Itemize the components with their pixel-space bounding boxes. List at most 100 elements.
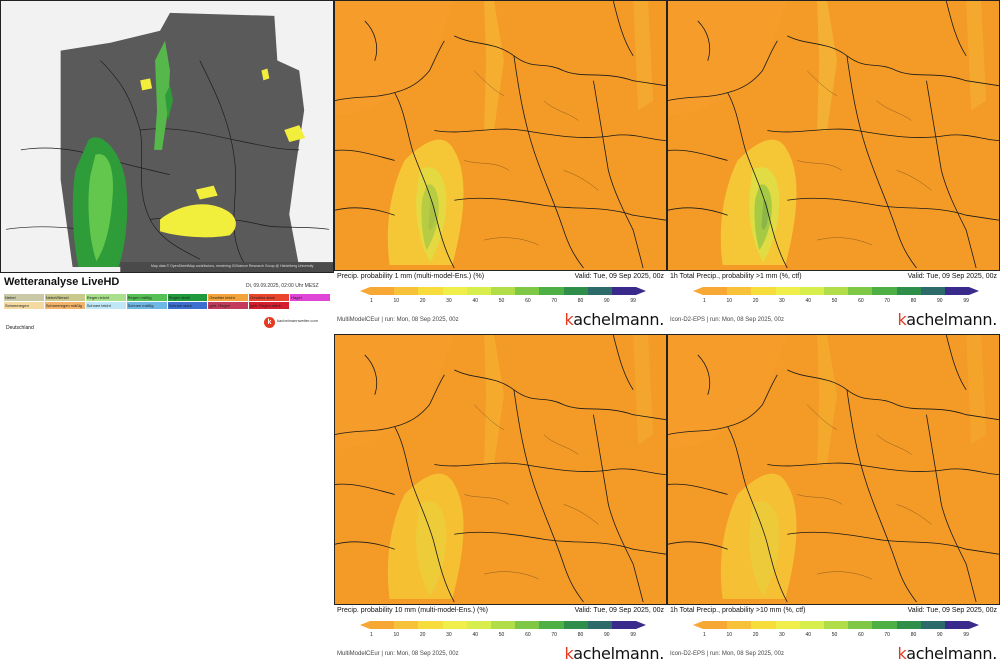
forecast-map[interactable] [667,0,1000,271]
panel-valid-time: Valid: Tue, 09 Sep 2025, 00z [907,273,997,280]
colorbar-ticks: 1 10 20 30 40 50 60 70 80 90 99 [703,298,969,306]
kachelmann-logo[interactable]: kachelmann. [898,310,998,329]
logo-text: achelmann. [906,644,997,663]
kachelmann-logo[interactable]: kachelmann. [565,644,665,663]
colorbar-swatch [418,287,443,295]
live-title: Wetteranalyse LiveHD [4,276,120,288]
colorbar-left-arrow [360,621,370,629]
colorbar-swatch [442,287,467,295]
kachelmann-logo[interactable]: kachelmann. [898,644,998,663]
colorbar-tick-label: 30 [446,298,452,304]
colorbar-swatch [751,287,776,295]
panel-title: Precip. probability 10 mm (multi-model-E… [337,607,488,614]
live-radar-map[interactable]: Map data © OpenStreetMap contributors, r… [0,0,334,273]
forecast-panel-p4: 1h Total Precip., probability >10 mm (%,… [667,334,1000,667]
colorbar-swatch [823,287,849,295]
colorbar-tick-label: 50 [831,298,838,304]
colorbar-swatch [799,287,824,295]
panel-valid-time: Valid: Tue, 09 Sep 2025, 00z [574,607,664,614]
colorbar-left-arrow [360,287,370,295]
colorbar-swatch [563,621,588,629]
colorbar-ticks: 1 10 20 30 40 50 60 70 80 90 99 [370,298,636,306]
colorbar-tick-label: 99 [963,298,969,304]
forecast-map[interactable] [334,334,667,605]
colorbar-tick-label: 90 [604,632,610,638]
colorbar-tick-label: 80 [577,632,584,638]
colorbar-tick-label: 10 [393,632,400,638]
panel-title: 1h Total Precip., probability >10 mm (%,… [670,607,806,614]
colorbar [360,287,647,295]
colorbar-swatch [466,621,491,629]
colorbar-tick-label: 20 [419,632,426,638]
colorbar-tick-label: 60 [858,298,864,304]
model-run-info: Icon-D2-EPS | run: Mon, 08 Sep 2025, 00z [670,651,784,657]
panel-footer: 1h Total Precip., probability >1 mm (%, … [667,271,1000,333]
colorbar-tick-label: 60 [525,632,531,638]
panel-title-row: Precip. probability 10 mm (multi-model-E… [337,607,664,619]
colorbar-left-arrow [693,621,703,629]
live-analysis-panel: Map data © OpenStreetMap contributors, r… [0,0,334,335]
legend-item: gefr. Regen [208,302,249,309]
colorbar-swatch [848,287,873,295]
colorbar-right-arrow [969,287,980,295]
logo-text: achelmann. [573,310,664,329]
colorbar-swatch [611,287,637,295]
panel-title-row: Precip. probability 1 mm (multi-model-En… [337,273,664,285]
live-region[interactable]: Deutschland [6,325,34,331]
colorbar-swatch [515,621,540,629]
colorbar-tick-label: 1 [703,632,706,638]
colorbar-swatch [920,621,945,629]
panel-title-row: 1h Total Precip., probability >10 mm (%,… [670,607,997,619]
colorbar-swatch [370,287,395,295]
panel-valid-time: Valid: Tue, 09 Sep 2025, 00z [574,273,664,280]
colorbar-tick-label: 99 [630,632,636,638]
forecast-map-svg [335,1,666,270]
colorbar-ticks: 1 10 20 30 40 50 60 70 80 90 99 [703,632,969,640]
colorbar-swatch [823,621,849,629]
colorbar-swatch [872,621,897,629]
colorbar-tick-label: 80 [910,632,917,638]
colorbar-tick-label: 60 [525,298,531,304]
colorbar-swatch [418,621,443,629]
model-run-info: MultiModelCEur | run: Mon, 08 Sep 2025, … [337,651,459,657]
legend-item: Schneeregen [4,302,44,309]
colorbar-tick-label: 99 [630,298,636,304]
colorbar-right-arrow [636,287,647,295]
colorbar-tick-label: 90 [937,298,943,304]
colorbar-ticks: 1 10 20 30 40 50 60 70 80 90 99 [370,632,636,640]
forecast-map[interactable] [334,0,667,271]
colorbar-right-arrow [636,621,647,629]
colorbar-swatch [587,287,612,295]
forecast-map-svg [668,335,999,604]
colorbar-tick-label: 50 [498,298,505,304]
colorbar-tick-label: 10 [726,632,733,638]
panel-title: Precip. probability 1 mm (multi-model-En… [337,273,485,280]
colorbar-tick-label: 80 [577,298,584,304]
colorbar-tick-label: 1 [370,298,373,304]
colorbar-tick-label: 90 [937,632,943,638]
colorbar-swatch [466,287,491,295]
colorbar-right-arrow [969,621,980,629]
colorbar-tick-label: 40 [472,632,479,638]
legend-item: Schnee mäßig [126,302,167,309]
colorbar-tick-label: 50 [498,632,505,638]
colorbar-tick-label: 30 [779,298,785,304]
colorbar-tick-label: 10 [393,298,400,304]
colorbar [693,287,980,295]
forecast-panel-p2: 1h Total Precip., probability >1 mm (%, … [667,0,1000,333]
k-logo-icon: k [264,317,275,328]
forecast-map[interactable] [667,334,1000,605]
colorbar-swatch [848,621,873,629]
panel-title: 1h Total Precip., probability >1 mm (%, … [670,273,802,280]
model-run-info: Icon-D2-EPS | run: Mon, 08 Sep 2025, 00z [670,317,784,323]
colorbar-swatch [490,287,516,295]
kachelmannwetter-logo[interactable]: k kachelmannwetter.com [264,317,330,329]
colorbar-swatch [394,621,419,629]
colorbar-swatch [775,287,800,295]
legend-item: Hagel [290,294,330,301]
colorbar-tick-label: 40 [805,298,812,304]
live-timestamp: Di, 09.09.2025, 02:00 Uhr MESZ [246,283,319,289]
colorbar-swatch [896,287,921,295]
kachelmann-logo[interactable]: kachelmann. [565,310,665,329]
forecast-map-svg [335,335,666,604]
